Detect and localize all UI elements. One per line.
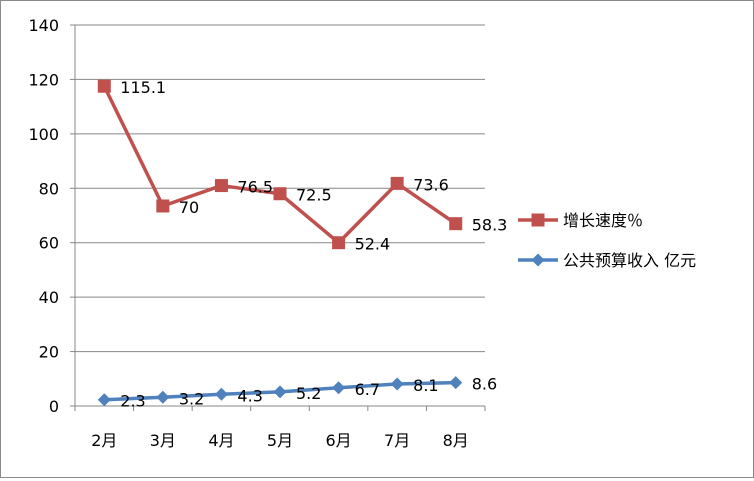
data-point bbox=[156, 199, 170, 213]
data-label: 73.6 bbox=[413, 175, 449, 194]
y-tick-label: 60 bbox=[39, 234, 59, 253]
x-tick-label: 6月 bbox=[325, 431, 351, 450]
x-tick-label: 7月 bbox=[384, 431, 410, 450]
data-label: 8.6 bbox=[472, 375, 497, 394]
y-tick-label: 140 bbox=[28, 16, 59, 35]
data-point bbox=[156, 390, 170, 404]
data-point bbox=[449, 376, 463, 390]
y-tick-label: 20 bbox=[39, 343, 59, 362]
data-point bbox=[332, 381, 346, 395]
x-tick-label: 3月 bbox=[150, 431, 176, 450]
x-tick-label: 2月 bbox=[91, 431, 117, 450]
y-tick-label: 120 bbox=[28, 70, 59, 89]
data-point bbox=[273, 187, 287, 201]
data-label: 8.1 bbox=[413, 376, 438, 395]
data-point bbox=[97, 393, 111, 407]
y-tick-label: 40 bbox=[39, 288, 59, 307]
data-point bbox=[97, 79, 111, 93]
data-label: 3.2 bbox=[179, 389, 204, 408]
y-tick-label: 100 bbox=[28, 125, 59, 144]
legend-label-0: 增长速度％ bbox=[563, 211, 643, 230]
y-tick-label: 0 bbox=[49, 397, 59, 416]
data-point bbox=[390, 176, 404, 190]
data-label: 76.5 bbox=[237, 178, 273, 197]
data-label: 72.5 bbox=[296, 186, 332, 205]
x-tick-label: 5月 bbox=[267, 431, 293, 450]
x-tick-label: 4月 bbox=[208, 431, 234, 450]
data-label: 70 bbox=[179, 198, 199, 217]
legend-marker-1 bbox=[531, 253, 545, 267]
data-point bbox=[332, 236, 346, 250]
x-tick-label: 8月 bbox=[443, 431, 469, 450]
y-tick-label: 80 bbox=[39, 179, 59, 198]
series-line-0 bbox=[102, 85, 457, 245]
legend-label-1: 公共预算收入 亿元 bbox=[563, 251, 696, 270]
data-point bbox=[214, 387, 228, 401]
data-label: 5.2 bbox=[296, 384, 321, 403]
data-point bbox=[449, 217, 463, 231]
data-point bbox=[273, 385, 287, 399]
data-label: 58.3 bbox=[472, 216, 508, 235]
data-label: 6.7 bbox=[355, 380, 380, 399]
data-label: 52.4 bbox=[355, 235, 391, 254]
data-label: 4.3 bbox=[237, 386, 262, 405]
data-label: 115.1 bbox=[120, 78, 166, 97]
legend-marker-0 bbox=[531, 213, 545, 227]
data-point bbox=[214, 179, 228, 193]
data-point bbox=[390, 377, 404, 391]
data-label: 2.3 bbox=[120, 392, 145, 411]
